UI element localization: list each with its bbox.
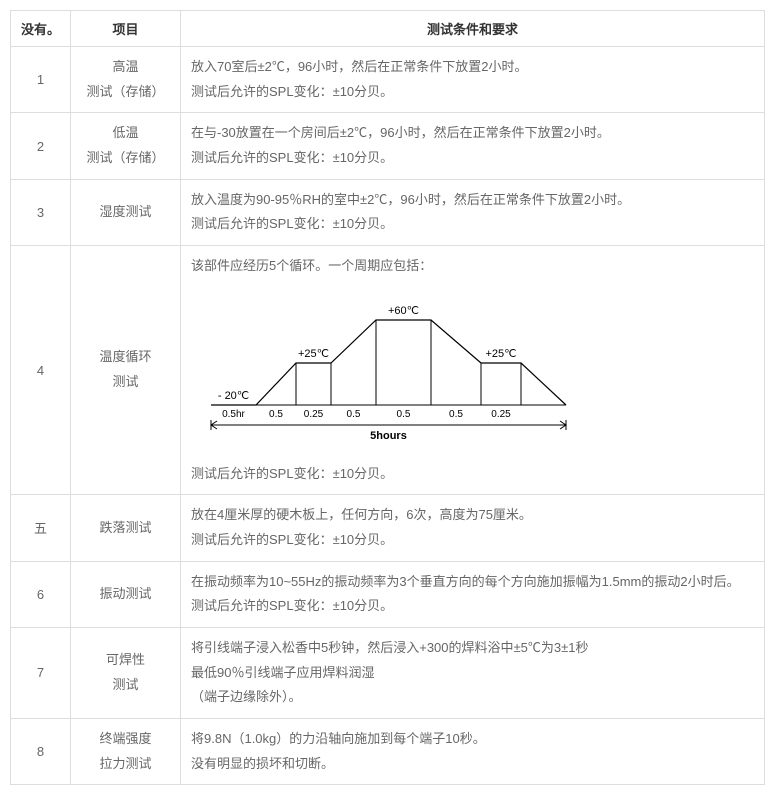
cond-line: 将9.8N（1.0kg）的力沿轴向施加到每个端子10秒。 xyxy=(191,731,486,746)
cell-no: 7 xyxy=(11,627,71,718)
svg-text:0.5: 0.5 xyxy=(347,409,361,420)
cond-line: 测试后允许的SPL变化：±10分贝。 xyxy=(191,216,393,231)
cell-cond: 放在4厘米厚的硬木板上，任何方向，6次，高度为75厘米。 测试后允许的SPL变化… xyxy=(181,495,765,561)
table-row: 8 终端强度 拉力测试 将9.8N（1.0kg）的力沿轴向施加到每个端子10秒。… xyxy=(11,719,765,785)
item-line1: 终端强度 xyxy=(99,731,151,746)
svg-text:0.5: 0.5 xyxy=(397,409,411,420)
cell-no: 3 xyxy=(11,179,71,245)
temp-cycle-svg: - 20℃ 0.5hr 0.5 +25℃ 0.25 0.5 +60℃ 0.5 0.5 +25℃ 0.… xyxy=(191,285,621,445)
header-no: 没有。 xyxy=(11,11,71,47)
item-line2: 拉力测试 xyxy=(99,756,151,771)
cond-line: 测试后允许的SPL变化：±10分贝。 xyxy=(191,598,393,613)
svg-text:+25℃: +25℃ xyxy=(298,348,329,360)
item-line2: 测试（存储） xyxy=(86,84,164,99)
cell-item: 温度循环 测试 xyxy=(71,246,181,495)
cell-item: 高温 测试（存储） xyxy=(71,47,181,113)
table-row: 4 温度循环 测试 该部件应经历5个循环。一个周期应包括： - 20℃ 0.5hr… xyxy=(11,246,765,495)
cell-no: 6 xyxy=(11,561,71,627)
header-row: 没有。 项目 测试条件和要求 xyxy=(11,11,765,47)
svg-text:0.25: 0.25 xyxy=(304,409,324,420)
cell-item: 低温 测试（存储） xyxy=(71,113,181,179)
cond-line: 放入70室后±2℃，96小时，然后在正常条件下放置2小时。 xyxy=(191,59,528,74)
item-line1: 低温 xyxy=(112,125,138,140)
item-line1: 高温 xyxy=(112,59,138,74)
svg-text:5hours: 5hours xyxy=(370,430,407,442)
cond-line: （端子边缘除外）。 xyxy=(191,689,302,704)
item-line1: 振动测试 xyxy=(99,586,151,601)
cell-no: 8 xyxy=(11,719,71,785)
cond-line: 最低90％引线端子应用焊料润湿 xyxy=(191,665,374,680)
svg-text:0.5: 0.5 xyxy=(449,409,463,420)
cond-line: 没有明显的损坏和切断。 xyxy=(191,756,334,771)
table-row: 1 高温 测试（存储） 放入70室后±2℃，96小时，然后在正常条件下放置2小时… xyxy=(11,47,765,113)
cell-cond: 将引线端子浸入松香中5秒钟，然后浸入+300的焊料浴中±5℃为3±1秒 最低90… xyxy=(181,627,765,718)
svg-text:0.5: 0.5 xyxy=(269,409,283,420)
cell-item: 湿度测试 xyxy=(71,179,181,245)
table-row: 五 跌落测试 放在4厘米厚的硬木板上，任何方向，6次，高度为75厘米。 测试后允… xyxy=(11,495,765,561)
cell-no: 1 xyxy=(11,47,71,113)
cond-line: 该部件应经历5个循环。一个周期应包括： xyxy=(191,258,432,273)
header-item: 项目 xyxy=(71,11,181,47)
svg-text:0.5hr: 0.5hr xyxy=(222,409,245,420)
cond-line: 测试后允许的SPL变化：±10分贝。 xyxy=(191,150,393,165)
svg-text:0.25: 0.25 xyxy=(491,409,511,420)
item-line1: 温度循环 xyxy=(99,349,151,364)
cond-line: 测试后允许的SPL变化：±10分贝。 xyxy=(191,84,393,99)
cond-line: 放入温度为90-95％RH的室中±2℃，96小时，然后在正常条件下放置2小时。 xyxy=(191,192,630,207)
svg-text:- 20℃: - 20℃ xyxy=(218,390,249,402)
cell-cond: 在振动频率为10~55Hz的振动频率为3个垂直方向的每个方向施加振幅为1.5mm… xyxy=(181,561,765,627)
table-row: 3 湿度测试 放入温度为90-95％RH的室中±2℃，96小时，然后在正常条件下… xyxy=(11,179,765,245)
cell-cond: 放入温度为90-95％RH的室中±2℃，96小时，然后在正常条件下放置2小时。 … xyxy=(181,179,765,245)
item-line1: 跌落测试 xyxy=(99,520,151,535)
cell-cond: 放入70室后±2℃，96小时，然后在正常条件下放置2小时。 测试后允许的SPL变… xyxy=(181,47,765,113)
item-line2: 测试 xyxy=(112,677,138,692)
cond-line: 测试后允许的SPL变化：±10分贝。 xyxy=(191,532,393,547)
cell-cond: 在与-30放置在一个房间后±2℃，96小时，然后在正常条件下放置2小时。 测试后… xyxy=(181,113,765,179)
item-line2: 测试 xyxy=(112,374,138,389)
cell-cond: 将9.8N（1.0kg）的力沿轴向施加到每个端子10秒。 没有明显的损坏和切断。 xyxy=(181,719,765,785)
spec-table: 没有。 项目 测试条件和要求 1 高温 测试（存储） 放入70室后±2℃，96小… xyxy=(10,10,765,785)
table-row: 2 低温 测试（存储） 在与-30放置在一个房间后±2℃，96小时，然后在正常条… xyxy=(11,113,765,179)
svg-text:+60℃: +60℃ xyxy=(388,305,419,317)
cond-line: 在振动频率为10~55Hz的振动频率为3个垂直方向的每个方向施加振幅为1.5mm… xyxy=(191,574,740,589)
item-line2: 测试（存储） xyxy=(86,150,164,165)
cond-line: 测试后允许的SPL变化：±10分贝。 xyxy=(191,466,393,481)
cell-item: 振动测试 xyxy=(71,561,181,627)
cond-line: 在与-30放置在一个房间后±2℃，96小时，然后在正常条件下放置2小时。 xyxy=(191,125,610,140)
cond-line: 放在4厘米厚的硬木板上，任何方向，6次，高度为75厘米。 xyxy=(191,507,532,522)
header-cond: 测试条件和要求 xyxy=(181,11,765,47)
cond-line: 将引线端子浸入松香中5秒钟，然后浸入+300的焊料浴中±5℃为3±1秒 xyxy=(191,640,588,655)
cell-cond: 该部件应经历5个循环。一个周期应包括： - 20℃ 0.5hr 0.5 +25℃ 0.2… xyxy=(181,246,765,495)
cell-no: 五 xyxy=(11,495,71,561)
table-row: 7 可焊性 测试 将引线端子浸入松香中5秒钟，然后浸入+300的焊料浴中±5℃为… xyxy=(11,627,765,718)
cell-no: 2 xyxy=(11,113,71,179)
cell-item: 跌落测试 xyxy=(71,495,181,561)
cell-no: 4 xyxy=(11,246,71,495)
table-row: 6 振动测试 在振动频率为10~55Hz的振动频率为3个垂直方向的每个方向施加振… xyxy=(11,561,765,627)
cell-item: 可焊性 测试 xyxy=(71,627,181,718)
svg-text:+25℃: +25℃ xyxy=(485,348,516,360)
item-line1: 湿度测试 xyxy=(99,204,151,219)
item-line1: 可焊性 xyxy=(106,652,145,667)
cell-item: 终端强度 拉力测试 xyxy=(71,719,181,785)
temp-cycle-chart: - 20℃ 0.5hr 0.5 +25℃ 0.25 0.5 +60℃ 0.5 0.5 +25℃ 0.… xyxy=(191,285,754,454)
